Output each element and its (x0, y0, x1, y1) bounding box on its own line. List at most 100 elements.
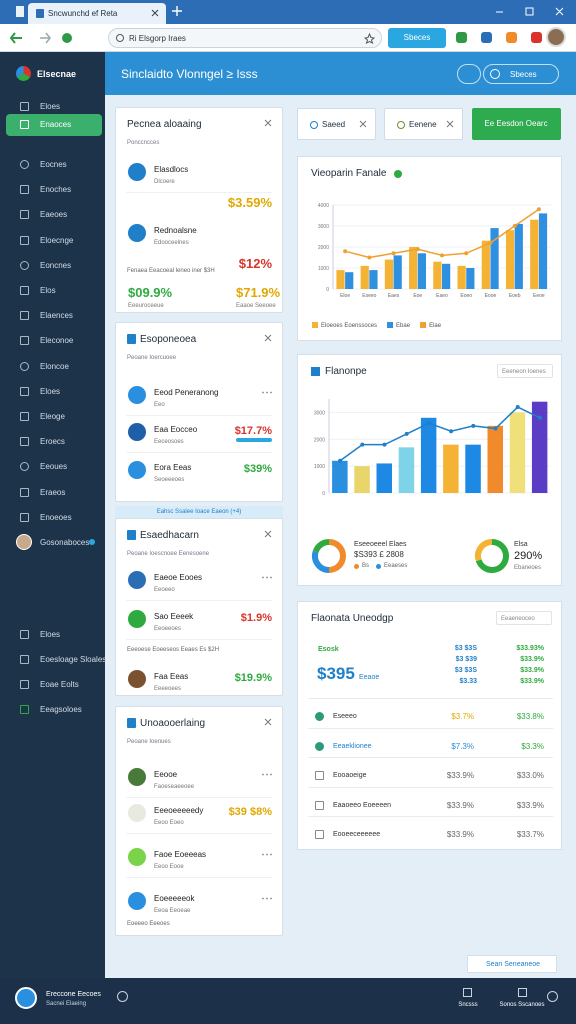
nav-item[interactable]: Enoeoes (6, 507, 102, 529)
bar (384, 259, 394, 289)
chip-label: Eenene (409, 120, 437, 129)
nav-item[interactable]: Eoncnes (6, 255, 102, 277)
nav-item[interactable]: Enoches (6, 179, 102, 201)
graphic (312, 539, 346, 573)
y-tick-label: 3000 (314, 410, 325, 416)
row-divider (126, 833, 272, 834)
close-icon (264, 718, 272, 726)
footer-icon[interactable] (463, 988, 472, 997)
summary-label: Esosk (318, 646, 339, 653)
footer-icon[interactable] (518, 988, 527, 997)
page-header: Sinclaidto Vlonngel ≥ Isss Sbeces (105, 52, 576, 95)
primary-button[interactable]: Ee Eesdon Oearc (472, 108, 561, 140)
nav-icon (20, 655, 29, 664)
more-icon (270, 576, 272, 579)
nav-item[interactable]: Eloes (6, 96, 102, 118)
card-title: Unoaooerlaing (140, 718, 206, 729)
donut-title: Elsa (514, 541, 528, 548)
row-icon (128, 423, 146, 441)
nav-item[interactable]: Eeagsoloes (6, 699, 102, 721)
bar (481, 240, 490, 289)
footer-icon[interactable] (117, 991, 128, 1002)
nav-icon (20, 705, 29, 714)
nav-item[interactable]: Eloes (6, 624, 102, 646)
row-divider (308, 757, 553, 758)
summary-cell: $3.33 (459, 678, 477, 685)
toolbar-icon[interactable] (481, 32, 492, 43)
card-note: Eeeoese Eoeeseos Eeaes Es $2H (127, 647, 220, 653)
browser-icon (16, 6, 24, 17)
tab-favicon (36, 9, 44, 18)
toolbar-icon[interactable] (531, 32, 542, 43)
row-name: Eaeoe Eooes (154, 573, 203, 582)
graphic (475, 539, 509, 573)
nav-label: Eloecnge (40, 235, 74, 245)
x-tick-label: Eoeo (460, 293, 472, 299)
nav-item[interactable]: Enaoces (6, 114, 102, 136)
brand-logo (16, 66, 31, 81)
stat-label: Eeeuroceeue (128, 303, 164, 309)
nav-item[interactable]: Eaeoes (6, 204, 102, 226)
header-button[interactable]: Sbeces (483, 64, 559, 84)
nav-item[interactable]: Eeoues (6, 456, 102, 478)
donut-value: $S393 £ 2808 (354, 550, 404, 559)
tab[interactable]: Sncwunchd ef Reta (28, 3, 166, 24)
dropdown[interactable]: Eeeneon Ioenes (497, 364, 553, 378)
legend-label: Eeaeses (384, 563, 408, 569)
nav-label: Eeoues (40, 462, 68, 472)
nav-label: Eocnes (40, 160, 67, 169)
nav-item[interactable]: Elos (6, 280, 102, 302)
nav-item[interactable]: Eleconoe (6, 330, 102, 352)
row-value: $1.9% (240, 612, 272, 624)
row-divider (308, 816, 553, 817)
dropdown[interactable]: Eeaeneoceo (496, 611, 552, 625)
toolbar-icon[interactable] (456, 32, 467, 43)
row-icon (128, 610, 146, 628)
profile-avatar[interactable] (546, 27, 566, 47)
nav-item[interactable]: Eloncoe (6, 356, 102, 378)
close-icon (151, 9, 159, 17)
address-bar[interactable]: Ri Elsgorp Iraes (108, 28, 382, 48)
filter-chip[interactable]: Saeed (297, 108, 376, 140)
row-divider (308, 698, 553, 699)
nav-item[interactable]: Eocnes (6, 154, 102, 176)
user-item[interactable]: Gosonaboces (6, 532, 102, 554)
nav-item[interactable]: Eoesloage Sloales (6, 649, 106, 671)
line-point (415, 247, 420, 252)
legend-swatch (420, 322, 427, 328)
card-subtitle: Peoane Ioenues (127, 739, 171, 745)
graphic (359, 120, 367, 128)
footer-icon[interactable] (547, 991, 558, 1002)
nav-icon (20, 102, 29, 111)
row-cell: $3.7% (451, 712, 474, 721)
nav-item[interactable]: Eroecs (6, 431, 102, 453)
bar (409, 247, 418, 289)
filter-chip[interactable]: Eenene (384, 108, 463, 140)
more-icon (262, 391, 264, 394)
card: Pecnea aloaaing Ponccncces Elasdlocs Dlcoer… (115, 107, 283, 313)
nav-item[interactable]: Elaences (6, 305, 102, 327)
summary-cell: $33.9% (520, 656, 544, 663)
more-icon (266, 391, 268, 394)
row-cell: $33.9% (446, 830, 474, 839)
line-point (449, 429, 454, 434)
button-label: Sbeces (510, 70, 537, 79)
search-button[interactable] (457, 64, 481, 84)
nav-item[interactable]: Eloecnge (6, 230, 102, 252)
nav-item[interactable]: Eoae Eolts (6, 674, 102, 696)
content-button[interactable]: Sean Seneaneoe (467, 955, 557, 973)
card: Esoponeoea Peoane Ioercuoee Eeod Peneranon… (115, 322, 283, 502)
line-point (488, 240, 493, 245)
summary-cell: $33.9% (520, 667, 544, 674)
address-button[interactable]: Sbeces (388, 28, 446, 48)
row-divider (126, 192, 272, 193)
toolbar-icon[interactable] (506, 32, 517, 43)
row-name: Rednoalsne (154, 226, 197, 235)
nav-icon (20, 336, 29, 346)
card-icon (127, 334, 136, 344)
line-point (426, 421, 431, 426)
nav-item[interactable]: Eraeos (6, 482, 102, 504)
nav-item[interactable]: Eloes (6, 381, 102, 403)
row-icon (128, 224, 146, 242)
nav-item[interactable]: Eleoge (6, 406, 102, 428)
